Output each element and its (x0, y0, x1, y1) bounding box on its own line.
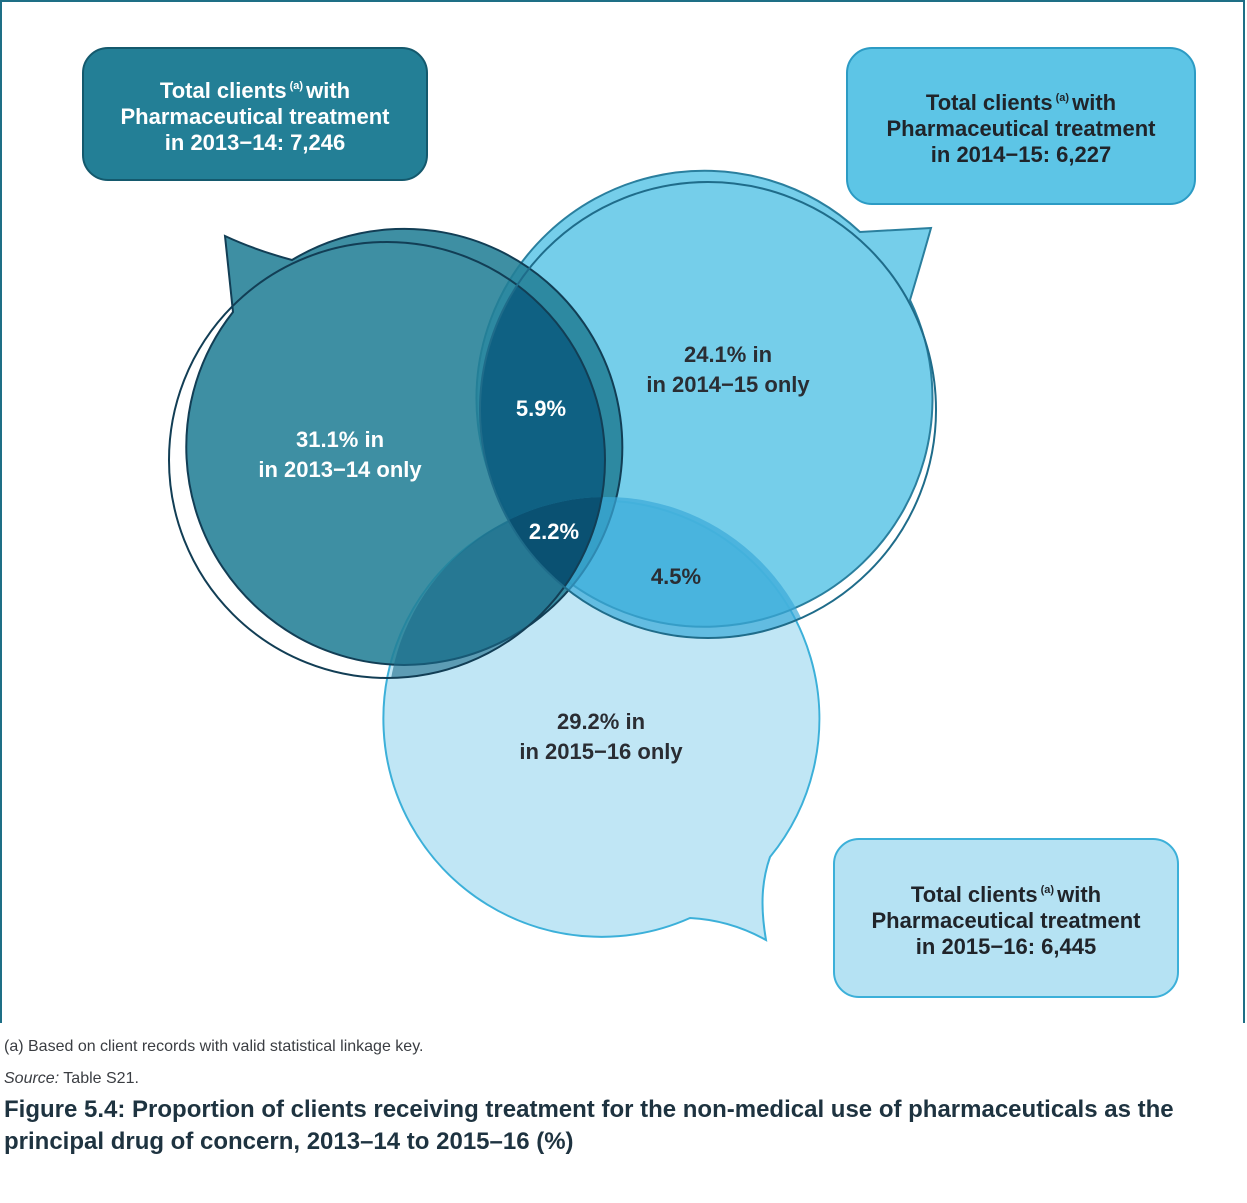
total-box-2014-15: Total clients (a) with Pharmaceutical trea… (846, 47, 1196, 205)
label-overlap-2013-2014: 5.9% (515, 396, 567, 421)
total-box-2013-14: Total clients (a) with Pharmaceutical trea… (82, 47, 428, 181)
label-2014-15-only: 24.1% in in 2014−15 only (646, 342, 810, 397)
figure-frame (0, 0, 1245, 1023)
label-2013-14-only: 31.1% in in 2013−14 only (258, 427, 422, 482)
outline-2013-14 (168, 241, 606, 679)
label-overlap-all-three: 2.2% (528, 519, 580, 544)
figure-caption: Figure 5.4: Proportion of clients receiv… (4, 1096, 1174, 1155)
footnote: (a) Based on client records with valid s… (4, 1038, 424, 1055)
outline-2014-15 (479, 181, 937, 639)
label-2015-16-only: 29.2% in in 2015−16 only (519, 709, 683, 764)
venn-diagram (168, 169, 937, 942)
label-overlap-2014-2015: 4.5% (650, 564, 702, 589)
total-box-2015-16: Total clients (a) with Pharmaceutical trea… (833, 838, 1179, 998)
source-note: Source: Table S21. (4, 1070, 139, 1087)
overlap-2013-2015 (388, 497, 605, 678)
